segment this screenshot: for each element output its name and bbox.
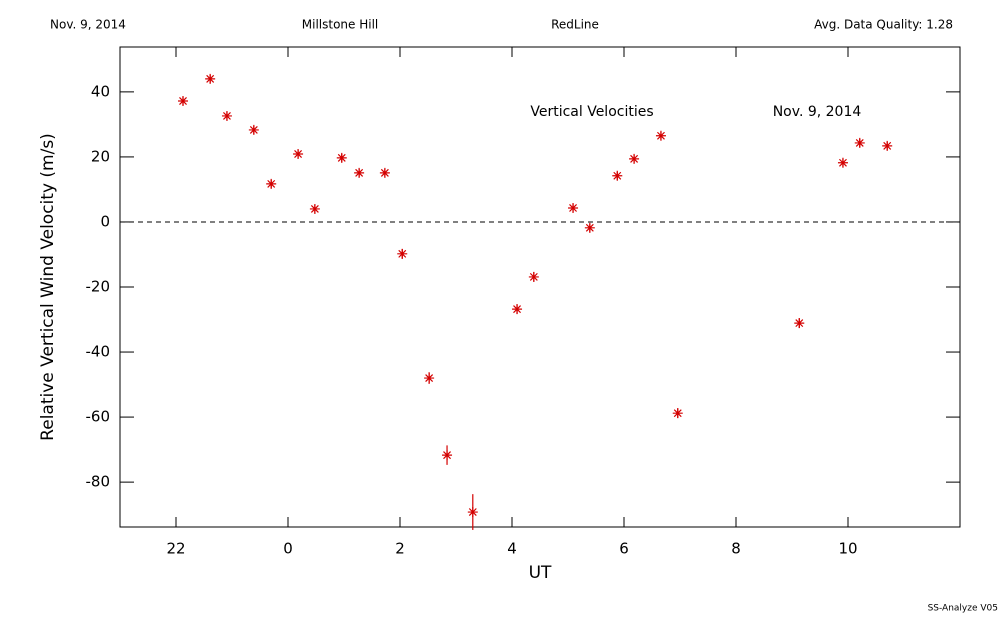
footer: SS-Analyze V05 [928,604,998,614]
data-point [568,202,579,213]
y-tick-label: 20 [91,147,110,165]
x-tick-label: 2 [395,540,405,558]
data-point [397,248,408,259]
y-tick-label: -40 [86,343,111,361]
data-point [354,167,365,178]
data-point [467,507,478,518]
data-point [293,148,304,159]
header-date: Nov. 9, 2014 [50,18,126,32]
data-point [794,318,805,329]
data-point [248,124,259,135]
x-tick-label: 0 [283,540,293,558]
data-point [424,373,435,384]
annotation: Nov. 9, 2014 [773,104,862,120]
data-point [672,408,683,419]
data-point [266,178,277,189]
y-tick-label: -20 [86,278,111,296]
y-tick-label: 0 [100,212,110,230]
data-point [178,95,188,106]
data-point [837,157,848,168]
x-axis-label: UT [529,563,552,583]
x-tick-label: 4 [507,540,517,558]
data-point [512,304,523,315]
data-point [854,137,865,148]
header-quality: Avg. Data Quality: 1.28 [814,18,953,32]
data-point [442,450,453,461]
x-tick-label: 22 [166,540,185,558]
data-point [205,73,216,84]
data-point [221,110,232,121]
data-point [882,140,893,151]
y-tick-label: -60 [86,408,111,426]
header-site: Millstone Hill [302,18,378,32]
y-tick-label: -80 [86,473,111,491]
data-point [655,130,666,141]
x-tick-label: 10 [838,540,857,558]
data-point [629,153,640,164]
annotation: Vertical Velocities [530,104,653,120]
y-tick-label: 40 [91,82,110,100]
data-point [379,167,390,178]
data-point [528,271,539,282]
x-tick-label: 8 [731,540,741,558]
data-point [336,152,347,163]
data-point [309,203,320,214]
data-point [584,222,595,233]
header-line: RedLine [551,18,599,32]
data-point [612,170,623,181]
y-axis-label: Relative Vertical Wind Velocity (m/s) [38,133,58,441]
x-tick-label: 6 [619,540,629,558]
